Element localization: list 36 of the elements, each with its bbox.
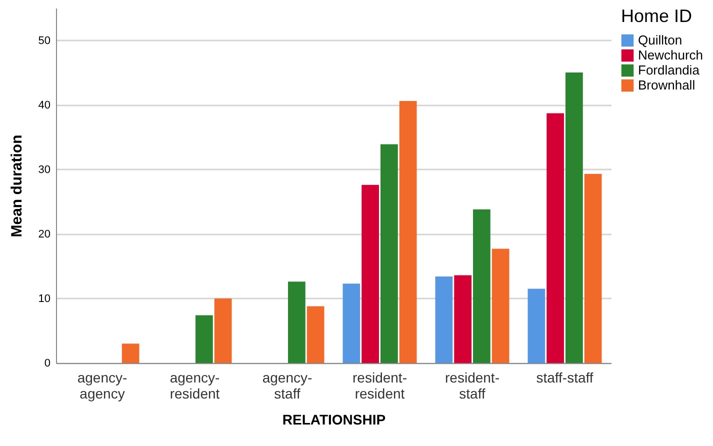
bar: [399, 100, 417, 363]
x-tick-label: resident-staff: [445, 370, 500, 402]
bar: [584, 174, 602, 363]
bar: [566, 72, 583, 363]
bar: [342, 284, 360, 363]
y-tick-label: 50: [38, 34, 50, 47]
y-axis-title: Mean duration: [8, 134, 26, 238]
y-tick-label: 30: [38, 164, 50, 176]
legend-label: Newchurch: [638, 48, 704, 62]
x-tick-label: agency-resident: [170, 370, 220, 402]
bar: [546, 113, 564, 363]
bar: [380, 144, 398, 363]
legend-label: Brownhall: [638, 78, 696, 92]
legend-title: Home ID: [621, 6, 692, 26]
bar: [454, 275, 472, 363]
x-tick-label: agency-agency: [77, 370, 128, 402]
x-tick-label: agency-staff: [262, 370, 312, 402]
y-tick-label: 40: [38, 99, 50, 112]
bar: [528, 288, 546, 363]
x-axis-title: RELATIONSHIP: [282, 412, 386, 428]
bar: [288, 282, 306, 363]
bar: [362, 184, 379, 363]
bar: [435, 276, 453, 363]
x-tick-label: resident-resident: [352, 370, 408, 402]
bar: [214, 298, 232, 363]
bar: [196, 315, 213, 363]
legend-label: Fordlandia: [638, 62, 700, 78]
legend-label: Quillton: [638, 32, 682, 48]
bar: [122, 344, 140, 363]
bar: [473, 209, 490, 363]
bar: [492, 248, 510, 363]
y-tick-label: 0: [44, 358, 50, 370]
bar: [306, 306, 324, 363]
y-tick-label: 10: [38, 292, 50, 305]
x-tick-label: staff-staff: [536, 370, 594, 386]
y-tick-label: 20: [38, 228, 50, 240]
